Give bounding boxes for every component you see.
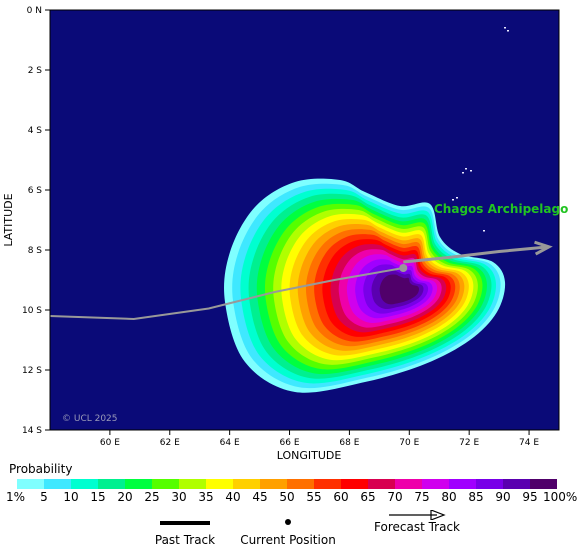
lat-tick-label: 0 N (27, 6, 42, 16)
forecast-track-arrowhead (534, 240, 553, 256)
forecast-track-line (403, 245, 548, 264)
legend-color-cell (287, 479, 314, 489)
island-marker (507, 30, 509, 32)
past-track-line (49, 267, 404, 321)
legend-color-cell (260, 479, 287, 489)
past-track-line-icon (160, 521, 210, 525)
legend-color-cell (206, 479, 233, 489)
legend-color-cell (71, 479, 98, 489)
legend-color-cell (449, 479, 476, 489)
current-position-dot-icon (285, 519, 291, 525)
probability-contours (224, 178, 506, 393)
island-marker (470, 170, 472, 172)
lat-tick-label: 8 S (28, 246, 43, 256)
legend-label: 35 (198, 490, 214, 504)
lat-tick-label: 10 S (22, 306, 42, 316)
legend-color-cell (314, 479, 341, 489)
probability-color-bar (17, 479, 557, 489)
legend-label: 55 (306, 490, 322, 504)
legend-color-cell (368, 479, 395, 489)
legend-label: 1% (6, 490, 26, 504)
lon-tick-label: 74 E (519, 438, 539, 448)
island-marker (462, 172, 464, 174)
past-track-label: Past Track (154, 533, 216, 547)
legend-label: 10 (63, 490, 79, 504)
legend-color-cell (17, 479, 44, 489)
lon-tick-label: 64 E (220, 438, 240, 448)
legend-color-cell (422, 479, 449, 489)
island-marker (465, 168, 467, 170)
legend-color-cell (341, 479, 368, 489)
legend-color-cell (233, 479, 260, 489)
island-marker (483, 230, 485, 232)
forecast-track-key: Forecast Track (368, 510, 466, 534)
legend-label: 50 (279, 490, 295, 504)
legend-label: 95 (522, 490, 538, 504)
probability-band (379, 274, 420, 305)
legend-color-cell (98, 479, 125, 489)
current-position-key: Current Position (236, 510, 340, 547)
lon-tick-label: 66 E (280, 438, 300, 448)
lon-tick-label: 72 E (459, 438, 479, 448)
legend-label: 5 (40, 490, 48, 504)
legend-title: Probability (9, 462, 73, 476)
probability-scale-labels: 1% 5 10 15 20 25 30 35 40 45 50 55 60 65 70 75 80 85 90 95 1… (0, 490, 580, 506)
chagos-archipelago-label: Chagos Archipelago (434, 202, 568, 216)
legend-label: 75 (414, 490, 430, 504)
legend-label: 20 (117, 490, 133, 504)
legend-color-cell (503, 479, 530, 489)
lon-tick-label: 62 E (160, 438, 180, 448)
island-marker (504, 27, 506, 29)
legend-label: 40 (225, 490, 241, 504)
past-track-key: Past Track (150, 510, 220, 547)
forecast-track-label: Forecast Track (374, 520, 460, 534)
y-axis-title: LATITUDE (2, 193, 15, 246)
legend-color-cell (125, 479, 152, 489)
forecast-arrow-icon (389, 510, 446, 520)
legend-color-cell (179, 479, 206, 489)
legend-color-cell (530, 479, 557, 489)
legend-label: 25 (144, 490, 160, 504)
legend-color-cell (476, 479, 503, 489)
current-position-label: Current Position (240, 533, 336, 547)
lon-tick-label: 70 E (399, 438, 419, 448)
map-frame (49, 9, 560, 431)
lat-tick-label: 4 S (28, 126, 43, 136)
legend-color-cell (395, 479, 422, 489)
legend-label: 45 (252, 490, 268, 504)
lat-tick-label: 2 S (28, 66, 43, 76)
legend-label: 65 (360, 490, 376, 504)
x-axis-title: LONGITUDE (277, 449, 342, 462)
lat-tick-label: 6 S (28, 186, 43, 196)
legend-label: 80 (441, 490, 457, 504)
legend-color-cell (152, 479, 179, 489)
lat-tick-label: 14 S (22, 426, 42, 436)
lon-tick-label: 68 E (339, 438, 359, 448)
current-position-marker (399, 264, 408, 272)
legend-label: 30 (171, 490, 187, 504)
legend-label: 70 (387, 490, 403, 504)
storm-tracks (49, 240, 553, 321)
legend-label: 85 (468, 490, 484, 504)
axis-ticks: 0 N 2 S 4 S 6 S 8 S 10 S 12 S 14 S 60 E 62 E 64 E 6… (22, 6, 539, 448)
legend-label: 90 (495, 490, 511, 504)
track-key: Past Track Current Position Forecast Tra… (0, 510, 580, 547)
copyright-text: © UCL 2025 (62, 414, 118, 424)
lat-tick-label: 12 S (22, 366, 42, 376)
legend-label: 60 (333, 490, 349, 504)
island-marker (456, 197, 458, 199)
legend-label: 100% (543, 490, 578, 504)
legend-label: 15 (90, 490, 106, 504)
legend-color-cell (44, 479, 71, 489)
island-marker (452, 199, 454, 201)
islands (452, 27, 509, 232)
lon-tick-label: 60 E (100, 438, 120, 448)
